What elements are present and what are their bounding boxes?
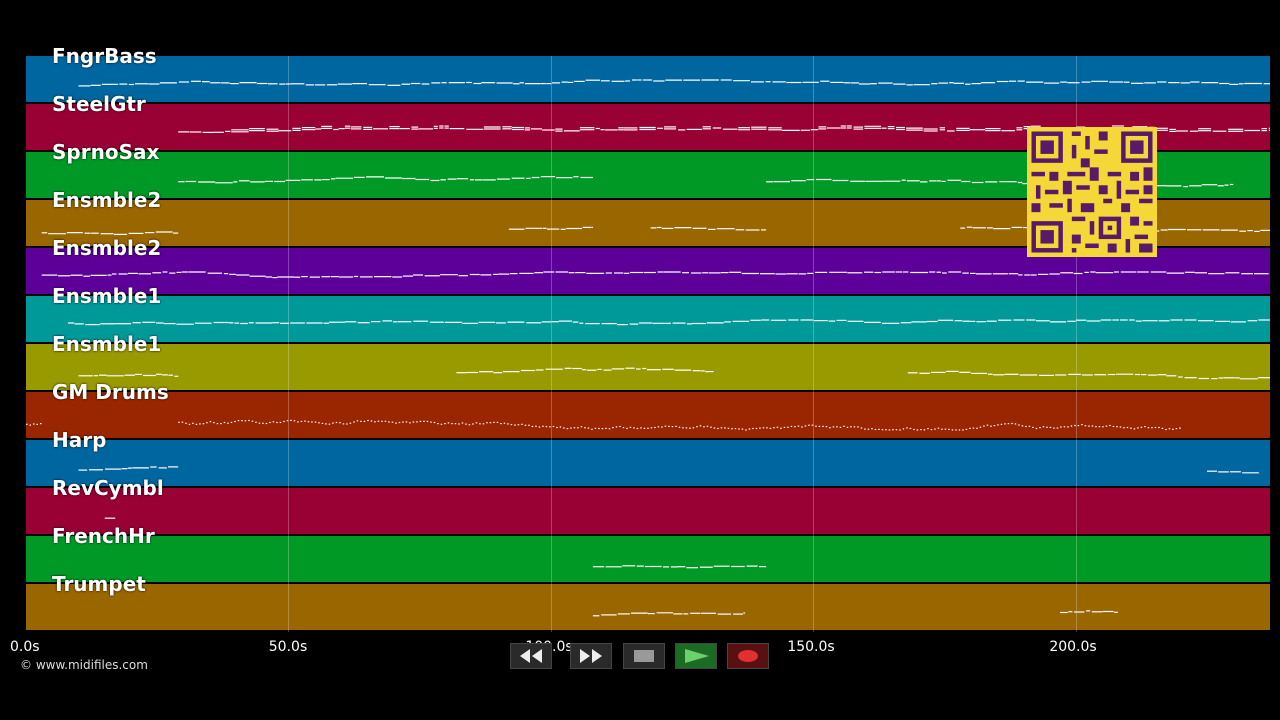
time-grid-line [550,56,552,632]
play-icon [685,649,709,663]
fast-forward-button[interactable] [570,643,612,669]
rewind-button[interactable] [510,643,552,669]
note-lane [178,125,1270,133]
note-lane [592,610,1118,617]
record-icon [738,650,758,662]
note-lane [592,565,767,569]
time-grid-line [813,56,815,632]
track-name: Ensmble1 [52,332,162,356]
track-row[interactable]: Ensmble2 [26,236,1270,296]
fast-forward-icon [580,649,602,663]
rewind-icon [520,649,542,663]
time-tick-150: 150.0s [787,639,835,655]
track-name: FrenchHr [52,524,155,548]
track-name: Ensmble2 [52,236,162,260]
track-name: RevCymbl [52,476,164,500]
time-grid-line [1075,56,1077,632]
record-button[interactable] [727,643,769,669]
track-name: Ensmble2 [52,188,162,212]
track-name: Ensmble1 [52,284,162,308]
note-lane [41,271,1270,279]
track-area: FngrBass SteelGtr SprnoSax Ensmble2 Ensmble2… [26,44,1270,632]
track-row[interactable]: Trumpet [26,572,1270,632]
time-grid-line [288,56,290,632]
track-name: SteelGtr [52,92,146,116]
track-name: Harp [52,428,107,452]
time-tick-0: 0.0s [10,639,40,655]
track-name: GM Drums [52,380,169,404]
track-name: Trumpet [52,572,146,596]
track-row[interactable]: Ensmble1 [26,332,1270,392]
note-lane [78,466,1260,475]
track-name: SprnoSax [52,140,160,164]
stop-button[interactable] [623,643,665,669]
track-row[interactable]: RevCymbl [26,476,1270,536]
track-row[interactable]: GM Drums [26,380,1270,440]
track-row[interactable]: Ensmble1 [26,284,1270,344]
time-tick-200: 200.0s [1049,639,1097,655]
stop-icon [634,650,654,662]
copyright-text: © www.midifiles.com [20,658,148,672]
track-row[interactable]: FngrBass [26,44,1270,104]
note-lane [68,319,1270,326]
qr-code-icon [1027,127,1157,257]
track-row[interactable]: Harp [26,428,1270,488]
track-row[interactable]: FrenchHr [26,524,1270,584]
track-name: FngrBass [52,44,157,68]
transport-controls [510,643,770,670]
play-button[interactable] [675,643,717,669]
note-lane [78,79,1270,87]
note-lane [26,419,1181,431]
note-lane [78,367,1270,380]
time-tick-50: 50.0s [268,639,308,655]
note-lane [104,517,116,519]
